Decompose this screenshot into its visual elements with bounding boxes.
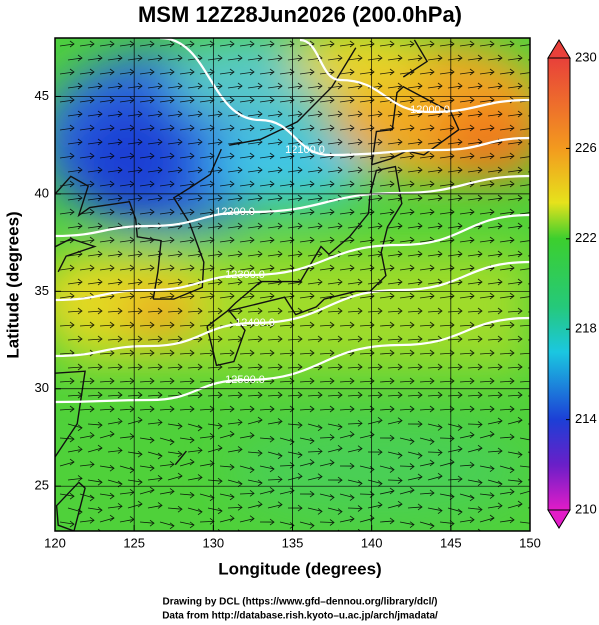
x-tick-label: 125: [123, 535, 145, 550]
contour-label: 12000.0: [410, 104, 450, 116]
contour-label: 12200.0: [215, 206, 255, 218]
credit-line: Data from http://database.rish.kyoto–u.a…: [162, 611, 438, 622]
colorbar: [547, 57, 571, 511]
x-axis-title: Longitude (degrees): [218, 559, 381, 578]
coastline: [206, 165, 403, 367]
colorbar-tick-label: 230: [575, 49, 597, 64]
coastline: [55, 370, 86, 458]
colorbar-tick-label: 218: [575, 321, 597, 336]
coastline: [402, 39, 429, 78]
y-tick-label: 35: [35, 283, 49, 298]
contour-label: 12400.0: [235, 317, 275, 329]
y-tick-label: 40: [35, 185, 49, 200]
colorbar-tick-label: 214: [575, 411, 597, 426]
colorbar-tick-label: 222: [575, 230, 597, 245]
colorbar-under: [547, 509, 571, 529]
coastline: [55, 237, 97, 273]
map-overlay: 12000.0 12100.0 12200.0 12300.0 12400.0 12500…: [55, 38, 530, 531]
colorbar-tick-label: 226: [575, 140, 597, 155]
coastline: [174, 450, 187, 466]
credit-line: Drawing by DCL (https://www.gfd–dennou.o…: [162, 597, 437, 608]
x-tick-label: 135: [282, 535, 304, 550]
y-tick-label: 30: [35, 380, 49, 395]
y-tick-label: 25: [35, 478, 49, 493]
contour-line: [159, 38, 530, 157]
contour-line: [299, 38, 530, 114]
colorbar-tick-label: 210: [575, 501, 597, 516]
y-tick-label: 45: [35, 88, 49, 103]
contour-label: 12100.0: [285, 144, 325, 156]
contour-label: 12500.0: [225, 374, 265, 386]
coastline: [55, 481, 86, 531]
x-tick-label: 150: [519, 535, 541, 550]
coastline: [55, 175, 162, 300]
x-tick-label: 120: [44, 535, 66, 550]
map-title: MSM 12Z28Jun2026 (200.0hPa): [138, 2, 462, 27]
contour-label: 12300.0: [225, 269, 265, 281]
contour-line: [55, 260, 530, 358]
coastline: [153, 148, 222, 300]
x-tick-label: 130: [202, 535, 224, 550]
coastline: [229, 47, 357, 146]
y-axis-title: Latitude (degrees): [3, 211, 22, 358]
x-tick-label: 140: [361, 535, 383, 550]
x-tick-label: 145: [440, 535, 462, 550]
colorbar-over: [547, 39, 571, 59]
